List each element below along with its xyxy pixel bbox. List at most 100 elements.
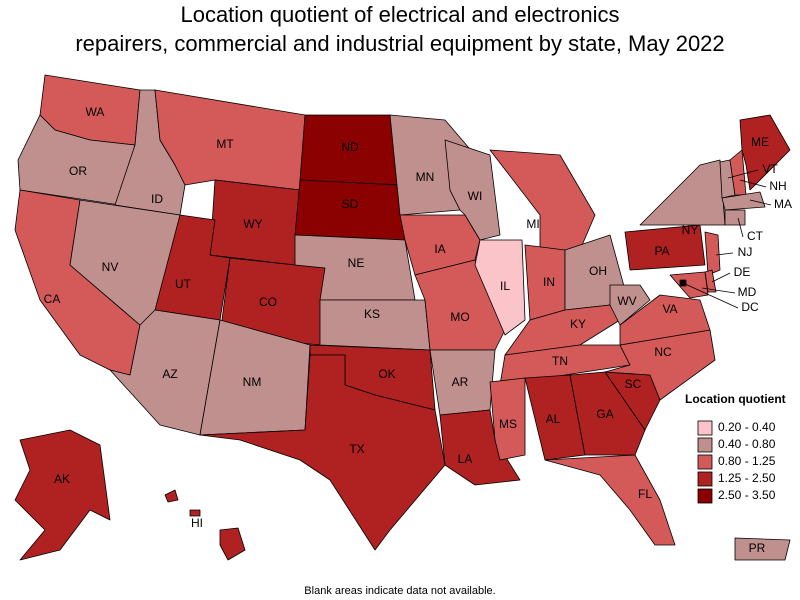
state-label: NC [654,345,672,359]
leader-line [711,272,731,283]
state-region [489,377,526,461]
state-label: MN [416,170,435,184]
state-label: OK [378,367,395,381]
state-label: UT [175,277,192,291]
state-label: NE [348,256,365,270]
state-label: SD [342,197,359,211]
state-label: ND [341,140,359,154]
state-label: LA [458,452,473,466]
state-label: MD [738,285,757,299]
state-label: MA [774,197,792,211]
state-region [619,294,711,346]
legend-label: 0.80 - 1.25 [718,454,776,468]
leader-line [715,252,734,256]
state-label: MI [526,217,539,231]
legend-label: 0.20 - 0.40 [718,420,776,434]
state-label: WA [86,105,105,119]
state-label: WV [617,294,636,308]
legend-swatch [697,420,713,436]
leader-line [682,282,739,309]
state-label: WI [468,189,483,203]
state-label: PR [749,541,766,555]
leader-line [701,287,736,294]
state-label: WY [243,217,262,231]
dc-dot [680,280,686,286]
state-region [604,329,716,401]
state-label: ME [751,135,769,149]
title-line: repairers, commercial and industrial equ… [75,31,724,56]
state-label: IN [543,275,555,289]
state-region [189,509,201,517]
state-region [544,454,676,546]
legend-label: 2.50 - 3.50 [718,488,776,502]
state-label: AR [452,375,469,389]
legend-label: 1.25 - 2.50 [718,471,776,485]
state-label: OH [589,264,607,278]
state-label: NV [102,260,119,274]
legend-swatch [697,454,713,470]
state-labels: WA OR CA ID NV MT WY UT CO AZ NM ND SD NE KS OK TX MN IA MO… [44,105,792,555]
state-label: NY [682,223,699,237]
state-region [724,209,746,226]
leader-line [727,169,759,179]
state-region [609,284,651,326]
state-label: VA [662,302,677,316]
legend-swatch [697,488,713,504]
leader-line [739,179,767,188]
state-region [474,239,526,336]
legend-swatch [697,437,713,453]
state-label: AK [54,472,70,486]
state-label: OR [69,164,87,178]
state-label: NM [243,375,262,389]
state-region [199,354,446,551]
state-region [439,409,521,486]
leader-line [749,199,772,206]
state-label: DE [734,265,751,279]
state-label: FL [638,487,652,501]
state-label: NH [769,179,786,193]
state-label: IL [500,279,510,293]
state-label: PA [654,244,669,258]
legend-label: 0.40 - 0.80 [718,437,776,451]
legend-swatch [697,471,713,487]
state-label: DC [741,300,759,314]
state-region [669,271,709,299]
state-region [639,159,726,226]
state-label: CT [747,229,764,243]
state-label: TX [349,442,364,456]
state-region [164,489,179,503]
state-region [569,371,646,456]
state-region [704,231,721,276]
state-label: ID [151,192,163,206]
state-label: TN [552,354,568,368]
state-label: AZ [162,367,177,381]
states [14,74,791,561]
footnote: Blank areas indicate data not available. [304,585,495,597]
state-label: KY [570,317,586,331]
state-label: MS [499,417,517,431]
state-region [721,191,766,211]
state-label: IA [434,242,445,256]
leader-line [737,217,744,238]
state-label: SC [625,377,642,391]
legend: Location quotient 0.20 - 0.40 0.40 - 0.80… [685,392,786,504]
state-region [489,149,596,256]
state-label: CO [259,295,277,309]
state-label: GA [596,407,613,421]
state-region [444,139,501,241]
state-region [734,537,791,561]
state-label: NJ [738,245,753,259]
state-label: MT [216,137,234,151]
state-label: MO [450,310,469,324]
state-region [624,224,706,271]
state-label: CA [44,292,61,306]
state-label: VT [762,162,778,176]
title-line: Location quotient of electrical and elec… [180,2,619,27]
state-region [14,429,111,561]
state-label: HI [191,516,203,530]
state-label: KS [364,307,380,321]
state-region [219,527,246,561]
legend-title: Location quotient [685,392,786,406]
state-label: AL [546,412,561,426]
